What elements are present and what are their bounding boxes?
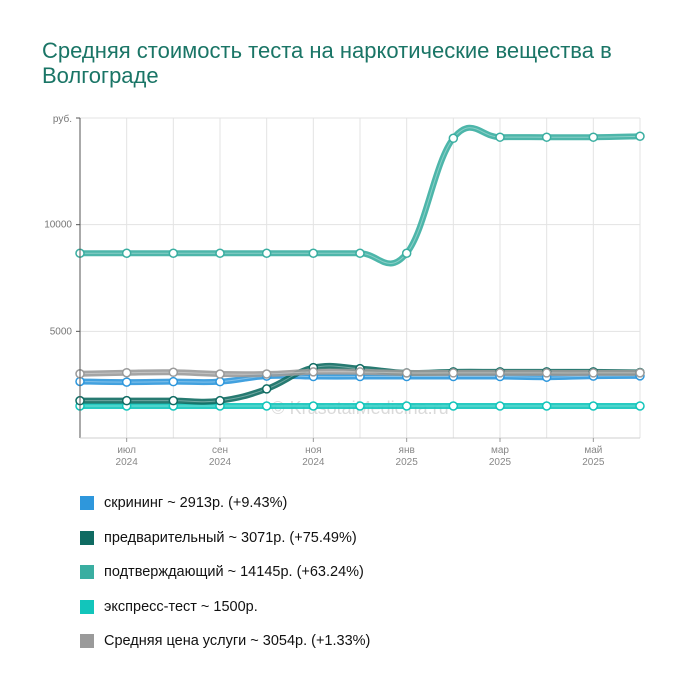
line-chart: © KrasotaiMedicina.ru 500010000руб.июл20… xyxy=(44,113,645,468)
grid xyxy=(79,117,641,438)
data-point xyxy=(308,367,319,377)
data-point xyxy=(121,367,132,378)
legend-item[interactable]: предварительный ~ 3071р. (+75.49%) xyxy=(80,521,640,556)
data-point xyxy=(635,401,645,411)
data-point xyxy=(261,248,272,259)
legend-item[interactable]: Средняя цена услуги ~ 3054р. (+1.33%) xyxy=(80,624,640,659)
data-point xyxy=(215,395,225,406)
x-tick-year: 2024 xyxy=(209,457,232,468)
data-point xyxy=(215,376,225,387)
data-point xyxy=(121,248,132,259)
legend-label: Средняя цена услуги ~ 3054р. (+1.33%) xyxy=(104,633,371,650)
data-point xyxy=(588,368,599,378)
data-point xyxy=(588,401,599,411)
data-point xyxy=(355,248,365,259)
legend-label: подтверждающий ~ 14145р. (+63.24%) xyxy=(104,564,364,581)
chart-title: Средняя стоимость теста на наркотические… xyxy=(42,38,612,88)
legend-swatch xyxy=(80,530,94,545)
data-point xyxy=(401,401,412,411)
x-tick-month: май xyxy=(584,445,602,456)
data-point xyxy=(215,248,225,259)
data-point xyxy=(121,377,132,387)
legend-item[interactable]: скрининг ~ 2913р. (+9.43%) xyxy=(80,486,640,521)
data-point xyxy=(308,401,319,411)
data-point xyxy=(168,376,179,387)
legend-label: экспресс-тест ~ 1500р. xyxy=(104,598,258,615)
data-point xyxy=(168,248,179,259)
data-point xyxy=(168,367,179,378)
data-point xyxy=(355,367,365,377)
x-tick-month: ноя xyxy=(305,445,322,456)
data-point xyxy=(355,401,365,411)
legend-swatch xyxy=(80,599,94,614)
data-point xyxy=(261,401,272,411)
legend-swatch xyxy=(80,634,94,649)
x-tick-month: июл xyxy=(117,445,136,456)
x-tick-month: сен xyxy=(212,445,228,456)
data-point xyxy=(495,132,505,142)
data-point xyxy=(588,132,599,142)
x-tick-year: 2025 xyxy=(489,457,512,468)
legend-swatch xyxy=(80,496,94,511)
data-point xyxy=(168,395,179,406)
x-tick-year: 2024 xyxy=(116,457,139,468)
data-point xyxy=(495,368,505,378)
data-point xyxy=(635,131,645,141)
data-point xyxy=(541,401,552,411)
x-tick-month: янв xyxy=(399,445,415,456)
data-point xyxy=(541,368,552,378)
data-point xyxy=(261,384,272,394)
legend-swatch xyxy=(80,565,94,580)
legend: скрининг ~ 2913р. (+9.43%) предварительны… xyxy=(80,486,640,659)
x-tick-year: 2025 xyxy=(582,457,605,468)
data-point xyxy=(448,368,459,378)
legend-label: предварительный ~ 3071р. (+75.49%) xyxy=(104,529,357,546)
axes: 500010000руб.июл2024сен2024ноя2024янв202… xyxy=(44,113,640,468)
data-point xyxy=(635,368,645,378)
legend-item[interactable]: подтверждающий ~ 14145р. (+63.24%) xyxy=(80,555,640,590)
data-points xyxy=(75,131,645,411)
legend-label: скрининг ~ 2913р. (+9.43%) xyxy=(104,495,288,512)
y-tick-label: 5000 xyxy=(50,326,73,337)
x-tick-month: мар xyxy=(491,445,509,456)
legend-item[interactable]: экспресс-тест ~ 1500р. xyxy=(80,590,640,625)
data-point xyxy=(495,401,505,411)
data-point xyxy=(448,133,459,144)
data-point xyxy=(261,369,272,379)
x-tick-year: 2025 xyxy=(396,457,419,468)
data-point xyxy=(448,401,459,411)
data-point xyxy=(215,369,225,379)
data-point xyxy=(401,368,412,378)
data-point xyxy=(308,248,319,259)
y-unit-label: руб. xyxy=(53,113,72,125)
data-point xyxy=(401,248,412,259)
data-point xyxy=(541,132,552,142)
x-tick-year: 2024 xyxy=(302,457,325,468)
y-tick-label: 10000 xyxy=(44,220,72,231)
data-point xyxy=(121,395,132,406)
